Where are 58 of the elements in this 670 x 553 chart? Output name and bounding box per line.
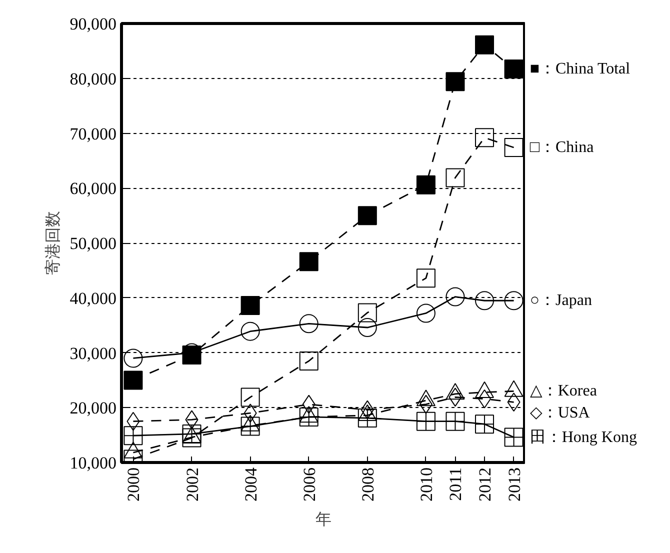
x-tick-label: 2008 [358,468,378,502]
point [240,296,260,316]
point [124,370,143,390]
y-tick-label: 40,000 [70,288,116,308]
x-tick-label: 2000 [124,468,144,502]
y-tick-label: 30,000 [70,344,116,363]
series-label: 田：Hong Kong [530,428,637,446]
y-tick-label: 80,000 [70,69,116,88]
x-tick-label: 2002 [182,468,202,502]
point [416,412,436,431]
point [358,206,377,226]
x-tick-label: 2013 [504,468,524,502]
series-label: ■：China Total [530,60,631,78]
point [299,407,318,426]
x-tick-label: 2006 [300,468,319,502]
y-tick-label: 90,000 [70,14,116,34]
point [504,138,524,158]
point [504,428,524,447]
x-tick-label: 2010 [416,468,436,502]
point [504,60,524,79]
point [504,291,524,310]
x-tick-label: 2004 [241,467,260,502]
point [475,414,494,434]
point [182,428,202,448]
point [299,252,318,272]
point [299,351,318,370]
series-label: □：China [530,139,594,156]
point [446,412,465,431]
y-tick-label: 70,000 [70,124,116,144]
point [358,318,377,337]
point [475,291,494,310]
y-axis-title: 寄港回数 [42,211,62,275]
series-label: ◇：USA [530,404,590,422]
point [416,304,436,323]
y-tick-label: 20,000 [70,398,116,418]
y-tick-label: 50,000 [70,234,116,253]
point [475,128,494,148]
point [299,314,318,334]
point [416,175,436,194]
point [240,416,260,436]
point [358,408,377,428]
point [124,348,143,368]
series-label: △：Korea [530,382,597,400]
point [446,168,465,188]
series-label: ○：Japan [530,292,592,310]
point [358,303,377,322]
y-tick-label: 60,000 [70,179,116,198]
point [416,268,436,288]
point [446,287,465,306]
point [475,35,494,54]
point [240,322,260,341]
x-axis-title: 年 [316,510,332,528]
point [240,388,260,407]
x-tick-label: 2012 [476,468,495,502]
x-tick-label: 2011 [446,467,466,501]
point [124,426,143,446]
y-tick-label: 10,000 [70,454,116,472]
point [446,72,465,92]
